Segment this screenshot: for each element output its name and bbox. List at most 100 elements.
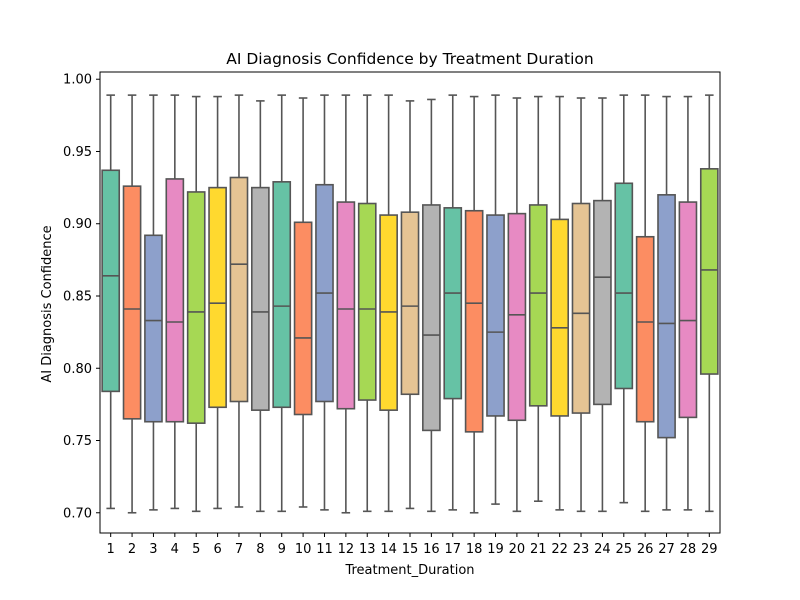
- x-tick-label: 16: [423, 542, 440, 557]
- chart-title: AI Diagnosis Confidence by Treatment Dur…: [226, 50, 594, 68]
- x-tick-label: 21: [530, 542, 547, 557]
- box-body: [144, 234, 163, 423]
- y-tick-label: 0.85: [63, 289, 92, 304]
- box-6: [208, 95, 227, 510]
- box-15: [400, 100, 420, 510]
- x-tick-label: 3: [149, 542, 157, 557]
- box-22: [550, 95, 570, 511]
- x-tick-label: 18: [466, 542, 483, 557]
- x-tick-label: 1: [107, 542, 115, 557]
- box-24: [593, 97, 612, 513]
- x-tick-label: 28: [680, 542, 697, 557]
- box-body: [208, 186, 227, 409]
- box-body: [400, 211, 420, 396]
- x-tick-label: 14: [380, 542, 397, 557]
- box-series: [101, 94, 719, 514]
- plot-frame: [99, 71, 721, 534]
- box-body: [507, 212, 527, 422]
- box-body: [122, 185, 142, 420]
- box-body: [550, 218, 570, 417]
- box-13: [357, 94, 377, 513]
- box-body: [635, 235, 655, 423]
- box-12: [336, 94, 356, 514]
- x-tick-label: 9: [278, 542, 286, 557]
- box-body: [101, 169, 121, 393]
- x-tick-label: 4: [171, 542, 179, 557]
- y-tick-label: 0.70: [63, 506, 92, 521]
- x-tick-label: 26: [637, 542, 654, 557]
- x-axis-label: Treatment_Duration: [344, 563, 474, 578]
- x-tick-label: 22: [551, 542, 568, 557]
- box-2: [122, 94, 142, 514]
- box-body: [593, 199, 612, 406]
- x-tick-label: 24: [594, 542, 611, 557]
- y-tick-label: 0.75: [63, 434, 92, 449]
- box-body: [186, 191, 206, 424]
- x-tick-label: 15: [402, 542, 419, 557]
- y-tick-label: 1.00: [63, 73, 92, 88]
- y-axis-label: AI Diagnosis Confidence: [40, 225, 55, 382]
- box-body: [699, 168, 719, 375]
- x-tick-label: 20: [509, 542, 526, 557]
- box-10: [293, 97, 313, 508]
- x-tick-label: 5: [192, 542, 200, 557]
- box-body: [229, 176, 249, 403]
- box-18: [464, 95, 484, 514]
- x-tick-label: 27: [658, 542, 675, 557]
- x-tick-label: 12: [338, 542, 355, 557]
- box-16: [422, 98, 441, 513]
- box-7: [229, 94, 249, 508]
- box-body: [528, 204, 548, 407]
- box-body: [293, 221, 313, 416]
- box-21: [528, 95, 548, 503]
- box-27: [657, 95, 676, 511]
- box-1: [101, 94, 121, 510]
- box-body: [464, 209, 484, 433]
- y-axis-ticks: 0.70 0.75 0.80 0.85 0.90 0.95 1.00: [63, 73, 100, 521]
- box-3: [144, 94, 163, 511]
- box-25: [614, 94, 634, 504]
- box-body: [443, 207, 463, 400]
- box-body: [678, 201, 698, 419]
- box-body: [336, 201, 356, 410]
- box-20: [507, 97, 527, 513]
- box-body: [165, 178, 185, 423]
- x-tick-label: 29: [701, 542, 718, 557]
- x-tick-label: 25: [616, 542, 633, 557]
- x-tick-label: 23: [573, 542, 590, 557]
- x-tick-label: 19: [487, 542, 504, 557]
- box-4: [165, 94, 185, 510]
- box-body: [272, 181, 292, 409]
- box-body: [486, 214, 505, 417]
- x-tick-label: 13: [359, 542, 376, 557]
- box-26: [635, 94, 655, 513]
- box-8: [250, 100, 270, 513]
- box-17: [443, 94, 463, 511]
- box-body: [657, 194, 676, 439]
- box-body: [250, 186, 270, 411]
- x-tick-label: 7: [235, 542, 243, 557]
- box-19: [486, 94, 505, 505]
- y-tick-label: 0.90: [63, 217, 92, 232]
- box-body: [422, 204, 441, 432]
- box-28: [678, 95, 698, 511]
- box-9: [272, 94, 292, 513]
- box-5: [186, 95, 206, 513]
- x-tick-label: 17: [444, 542, 461, 557]
- box-23: [571, 97, 591, 513]
- y-tick-label: 0.80: [63, 362, 92, 377]
- x-tick-label: 11: [316, 542, 333, 557]
- box-29: [699, 94, 719, 513]
- x-axis-ticks: 1 2 3 4 5 6 7 8 9 10 11 12 13 14 15 16 17 18 19 20 21 22 23 24 2…: [107, 533, 718, 557]
- x-tick-label: 6: [213, 542, 221, 557]
- y-tick-label: 0.95: [63, 145, 92, 160]
- box-body: [357, 202, 377, 401]
- box-body: [571, 202, 591, 414]
- x-tick-label: 8: [256, 542, 264, 557]
- x-tick-label: 10: [295, 542, 312, 557]
- x-tick-label: 2: [128, 542, 136, 557]
- box-body: [614, 182, 634, 390]
- box-14: [379, 94, 398, 513]
- box-11: [315, 94, 334, 511]
